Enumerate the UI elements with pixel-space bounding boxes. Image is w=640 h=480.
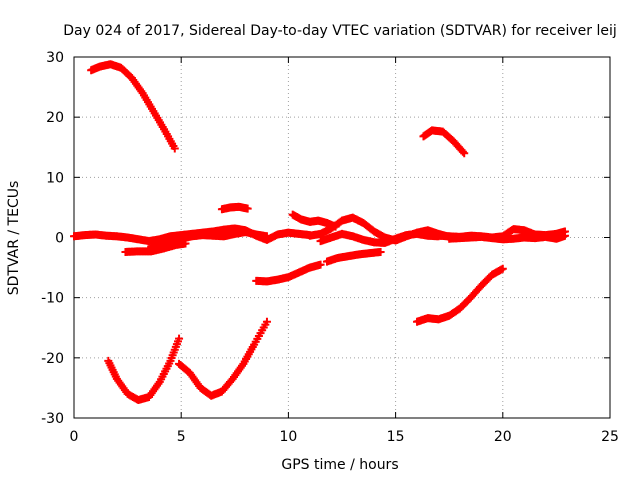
data-point bbox=[262, 232, 271, 241]
series-arc-mid-minus7 bbox=[252, 260, 325, 286]
series-arc-bottom-right bbox=[413, 264, 507, 326]
x-axis-ticks: 0 5 10 15 20 25 bbox=[70, 57, 619, 445]
data-point bbox=[376, 247, 385, 256]
y-tick-label: 20 bbox=[46, 110, 64, 126]
data-points bbox=[70, 60, 569, 404]
y-tick-label: 0 bbox=[55, 231, 64, 247]
y-tick-label: -30 bbox=[41, 411, 64, 427]
data-point bbox=[460, 149, 469, 158]
series-arc-bottom-left-v bbox=[104, 334, 184, 404]
data-point bbox=[243, 204, 252, 213]
x-tick-label: 15 bbox=[387, 429, 405, 445]
y-tick-label: 30 bbox=[46, 50, 64, 66]
chart-title: Day 024 of 2017, Sidereal Day-to-day VTE… bbox=[63, 23, 617, 39]
series-arc-top-right bbox=[419, 126, 469, 158]
series-baseline-right-2 bbox=[445, 231, 569, 244]
x-axis-label: GPS time / hours bbox=[281, 457, 398, 473]
data-point bbox=[458, 147, 467, 156]
y-tick-label: 10 bbox=[46, 170, 64, 186]
data-point bbox=[560, 231, 569, 240]
x-tick-label: 20 bbox=[494, 429, 512, 445]
data-point bbox=[498, 264, 507, 273]
y-axis-ticks: -30 -20 -10 0 10 20 30 bbox=[41, 50, 610, 427]
y-axis-label: SDTVAR / TECUs bbox=[6, 181, 22, 296]
x-tick-label: 25 bbox=[601, 429, 619, 445]
data-point bbox=[262, 317, 271, 326]
series-arc-plus5 bbox=[217, 202, 252, 214]
data-point bbox=[316, 260, 325, 269]
x-tick-label: 0 bbox=[70, 429, 79, 445]
y-tick-label: -10 bbox=[41, 291, 64, 307]
series-arc-bottom-mid bbox=[175, 317, 271, 400]
data-point bbox=[175, 334, 184, 343]
x-tick-label: 10 bbox=[279, 429, 297, 445]
series-arc-top-left bbox=[87, 60, 179, 153]
series-arc-mid-minus3 bbox=[322, 247, 385, 266]
series-baseline-lower bbox=[147, 228, 271, 251]
x-tick-label: 5 bbox=[177, 429, 186, 445]
y-tick-label: -20 bbox=[41, 351, 64, 367]
data-point bbox=[170, 144, 179, 153]
